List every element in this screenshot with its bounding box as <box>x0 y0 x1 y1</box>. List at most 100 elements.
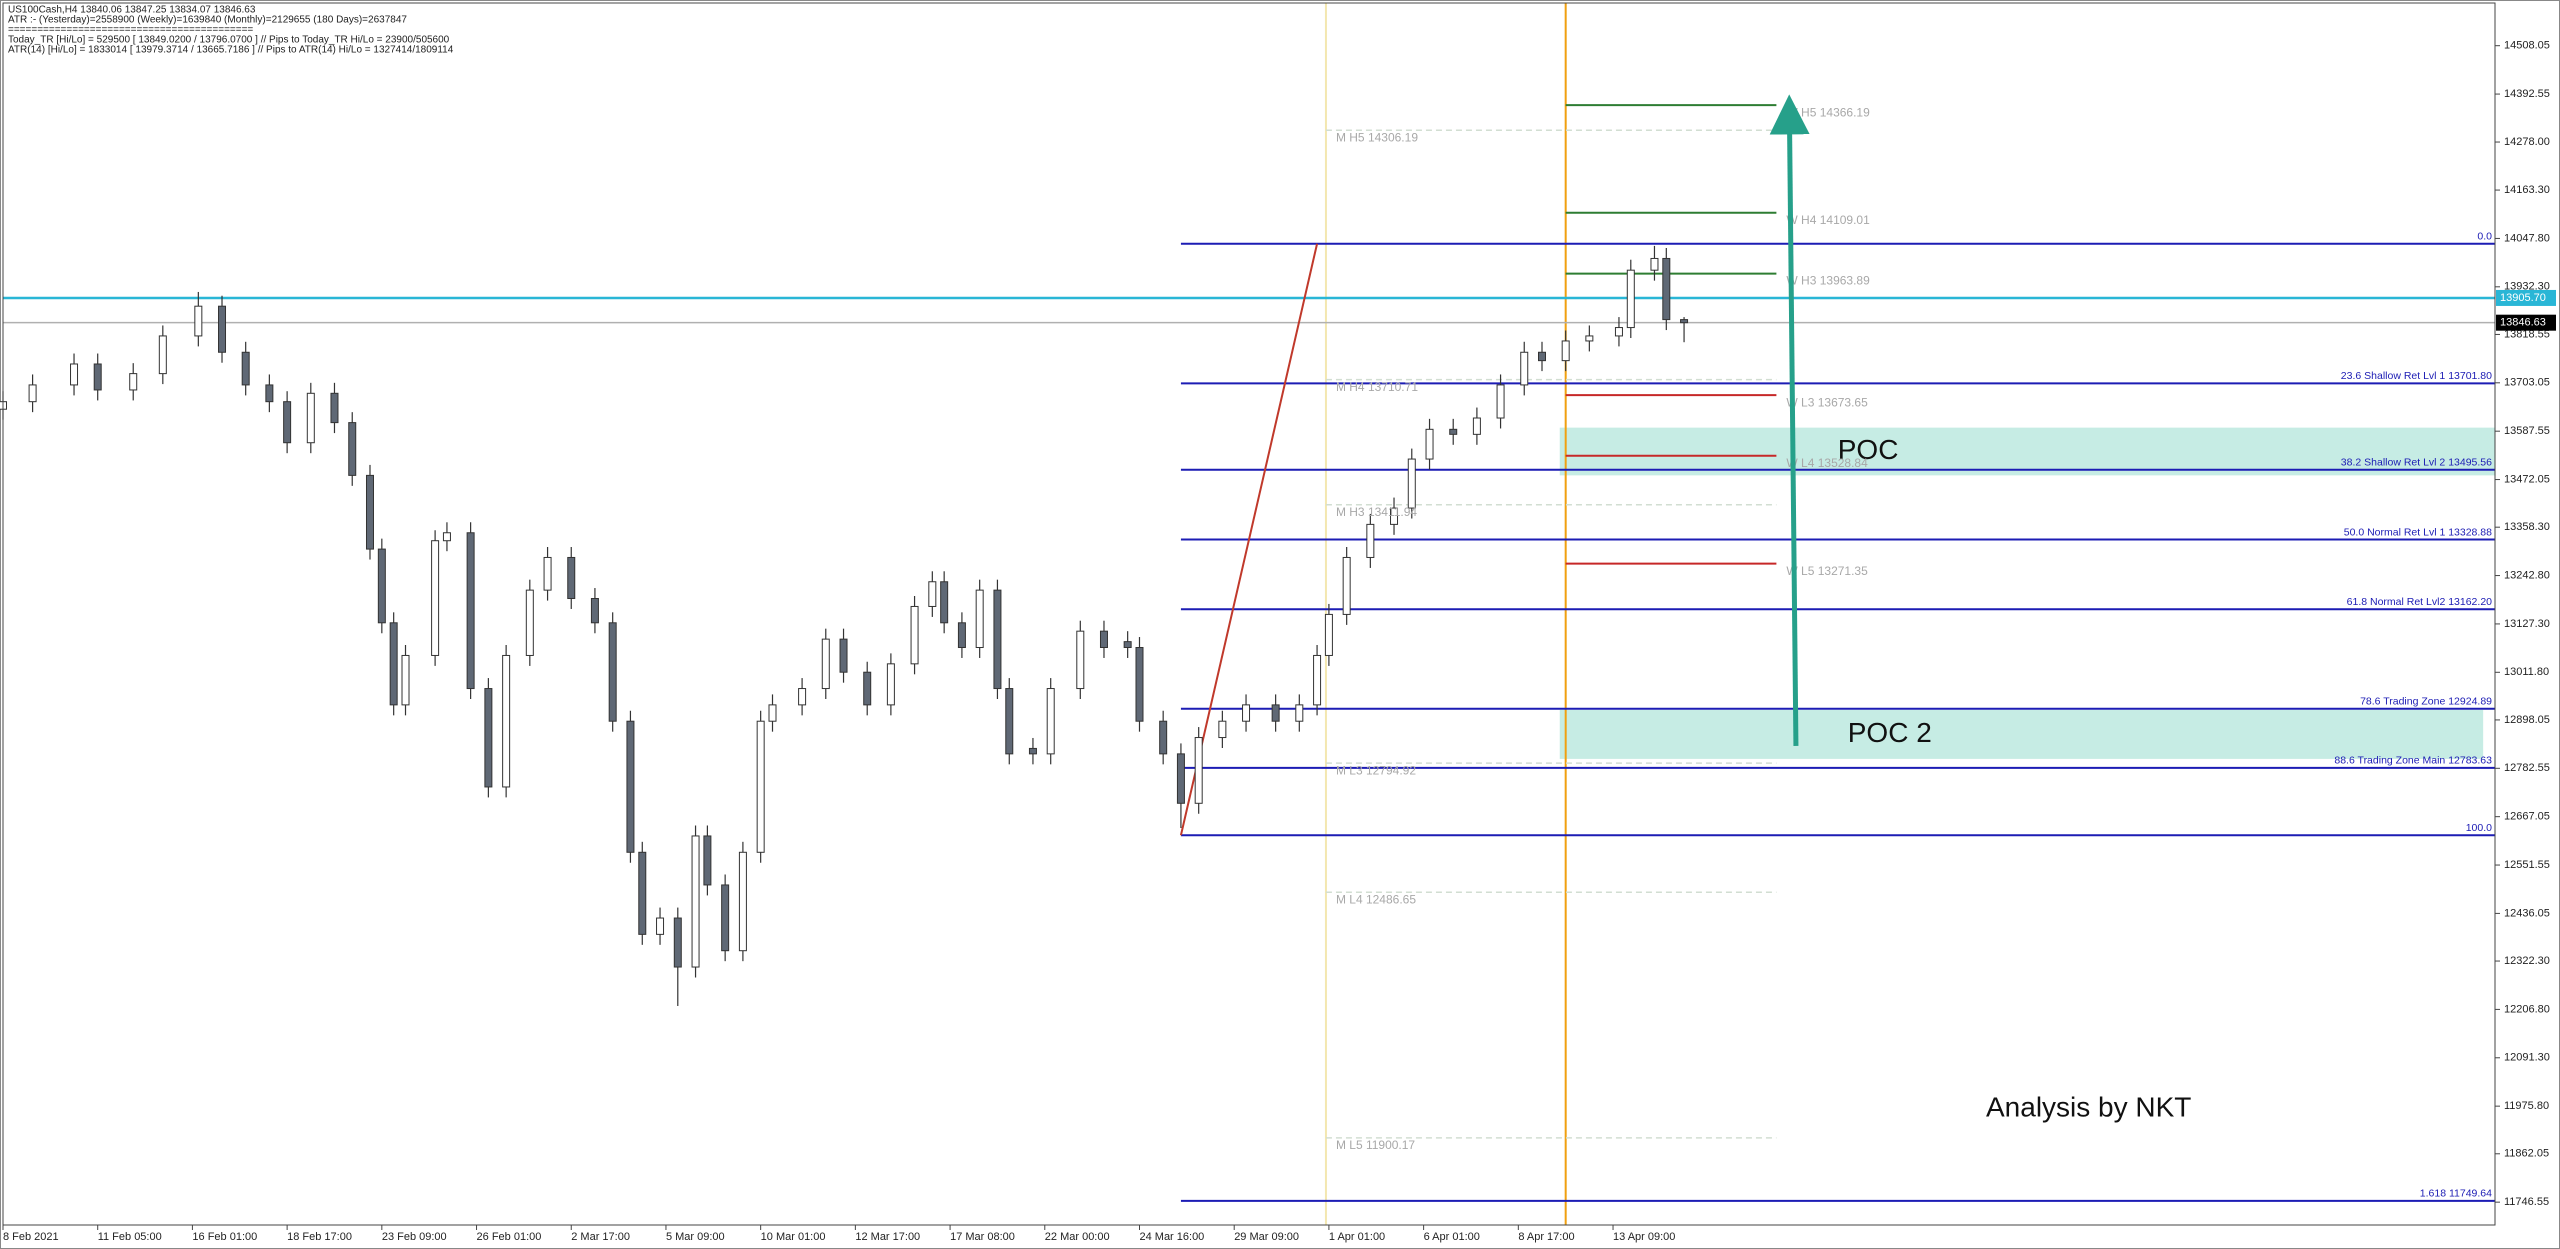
monthly-pivot-label: M L5 11900.17 <box>1336 1138 1415 1152</box>
candle-body <box>1046 688 1055 755</box>
x-tick-label: 13 Apr 09:00 <box>1613 1231 1675 1243</box>
price-label: 13905.70 <box>2500 292 2546 304</box>
arrow <box>1769 94 1810 746</box>
candle-body <box>28 384 37 403</box>
candle-body <box>1176 753 1185 804</box>
candle-body <box>1496 384 1505 419</box>
candle-body <box>768 704 777 722</box>
x-tick-label: 16 Feb 01:00 <box>192 1231 257 1243</box>
header-line: US100Cash,H4 13840.06 13847.25 13834.07 … <box>8 5 256 16</box>
candle-body <box>431 540 440 656</box>
fib-label: 1.618 11749.64 <box>2420 1188 2492 1200</box>
header-line: ========================================… <box>8 25 253 36</box>
candle-body <box>975 589 984 649</box>
candle-body <box>1242 704 1251 722</box>
y-tick-label: 13358.30 <box>2504 521 2550 533</box>
candle-body <box>1472 417 1481 435</box>
x-tick-label: 5 Mar 09:00 <box>666 1231 725 1243</box>
candles <box>0 245 1689 1006</box>
x-tick-label: 8 Apr 17:00 <box>1518 1231 1574 1243</box>
candle-body <box>1662 257 1671 321</box>
candle-body <box>1324 613 1333 656</box>
candle-body <box>330 392 339 424</box>
candle-body <box>821 638 830 690</box>
y-tick-label: 13472.05 <box>2504 473 2550 485</box>
monthly-pivot-label: M L3 12794.92 <box>1336 763 1416 777</box>
candle-body <box>93 363 102 391</box>
y-tick-label: 11746.55 <box>2504 1196 2549 1208</box>
header-line: ATR :- (Yesterday)=2558900 (Weekly)=1639… <box>8 15 407 26</box>
candle-body <box>691 835 700 968</box>
y-tick-label: 11975.80 <box>2504 1100 2549 1112</box>
candle-body <box>1342 556 1351 615</box>
monthly-pivot-label: M H3 13411.94 <box>1336 505 1417 519</box>
candle-body <box>158 335 167 375</box>
poc-label: POC 2 <box>1848 717 1932 748</box>
candle-body <box>1585 335 1594 342</box>
candle-body <box>1135 647 1144 722</box>
price-label-box <box>2496 314 2556 331</box>
candle-body <box>1407 458 1416 509</box>
y-tick-label: 12206.80 <box>2504 1003 2550 1015</box>
candle-body <box>543 556 552 591</box>
x-tick-label: 10 Mar 01:00 <box>761 1231 826 1243</box>
y-tick-label: 13011.80 <box>2504 666 2549 678</box>
candle-body <box>1005 688 1014 755</box>
candle-body <box>1626 269 1635 329</box>
weekly-pivot-label: W L3 13673.65 <box>1786 395 1868 409</box>
candle-body <box>70 363 79 386</box>
candle-body <box>1194 737 1203 804</box>
header-line: ATR(14) [Hi/Lo] = 1833014 [ 13979.3714 /… <box>8 45 454 56</box>
candle-body <box>1680 319 1689 324</box>
y-tick-label: 13818.55 <box>2504 328 2550 340</box>
y-tick-label: 12436.05 <box>2504 907 2550 919</box>
candle-body <box>365 474 374 550</box>
candle-body <box>283 401 292 444</box>
candle-body <box>306 392 315 444</box>
monthly-pivot-label: M H4 13710.71 <box>1336 380 1418 394</box>
x-tick-label: 1 Apr 01:00 <box>1329 1231 1385 1243</box>
candle-body <box>738 851 747 952</box>
y-tick-label: 14163.30 <box>2504 184 2550 196</box>
y-tick-label: 12898.05 <box>2504 714 2550 726</box>
y-tick-label: 13127.30 <box>2504 618 2550 630</box>
monthly-pivot-label: M L4 12486.65 <box>1336 892 1416 906</box>
candle-body <box>590 598 599 624</box>
candle-body <box>442 532 451 542</box>
candle-body <box>1449 428 1458 435</box>
x-tick-label: 8 Feb 2021 <box>3 1231 59 1243</box>
candle-body <box>1425 428 1434 460</box>
fib-label: 78.6 Trading Zone 12924.89 <box>2360 695 2492 707</box>
y-tick-label: 11862.05 <box>2504 1148 2549 1160</box>
fib-label: 38.2 Shallow Ret Lvl 2 13495.56 <box>2341 456 2492 468</box>
x-tick-label: 11 Feb 05:00 <box>98 1231 162 1243</box>
candle-body <box>241 351 250 386</box>
monthly-pivot-label: M H5 14306.19 <box>1336 130 1418 144</box>
candle-body <box>1099 630 1108 649</box>
candle-body <box>401 654 410 706</box>
x-tick-label: 29 Mar 09:00 <box>1234 1231 1299 1243</box>
candle-body <box>656 917 665 935</box>
candle-body <box>703 835 712 886</box>
candle-body <box>389 622 398 706</box>
y-tick-label: 14047.80 <box>2504 232 2550 244</box>
candle-body <box>1366 523 1375 558</box>
candle-body <box>940 581 949 624</box>
candle-body <box>863 671 872 706</box>
axes: US100Cash,H4 13840.06 13847.25 13834.07 … <box>2 5 2556 1243</box>
header-line: Today_TR [Hi/Lo] = 529500 [ 13849.0200 /… <box>8 35 450 46</box>
candle-body <box>673 917 682 968</box>
price-label: 13846.63 <box>2500 317 2546 329</box>
candle-body <box>194 305 203 337</box>
fib-label: 50.0 Normal Ret Lvl 1 13328.88 <box>2344 526 2492 538</box>
fib-label: 23.6 Shallow Ret Lvl 1 13701.80 <box>2341 370 2492 382</box>
y-tick-label: 12551.55 <box>2504 859 2550 871</box>
candle-body <box>798 688 807 706</box>
candle-body <box>1123 641 1132 649</box>
weekly-pivot-label: W H3 13963.89 <box>1786 274 1870 288</box>
candle-body <box>1561 340 1570 362</box>
zones <box>1559 427 2495 759</box>
